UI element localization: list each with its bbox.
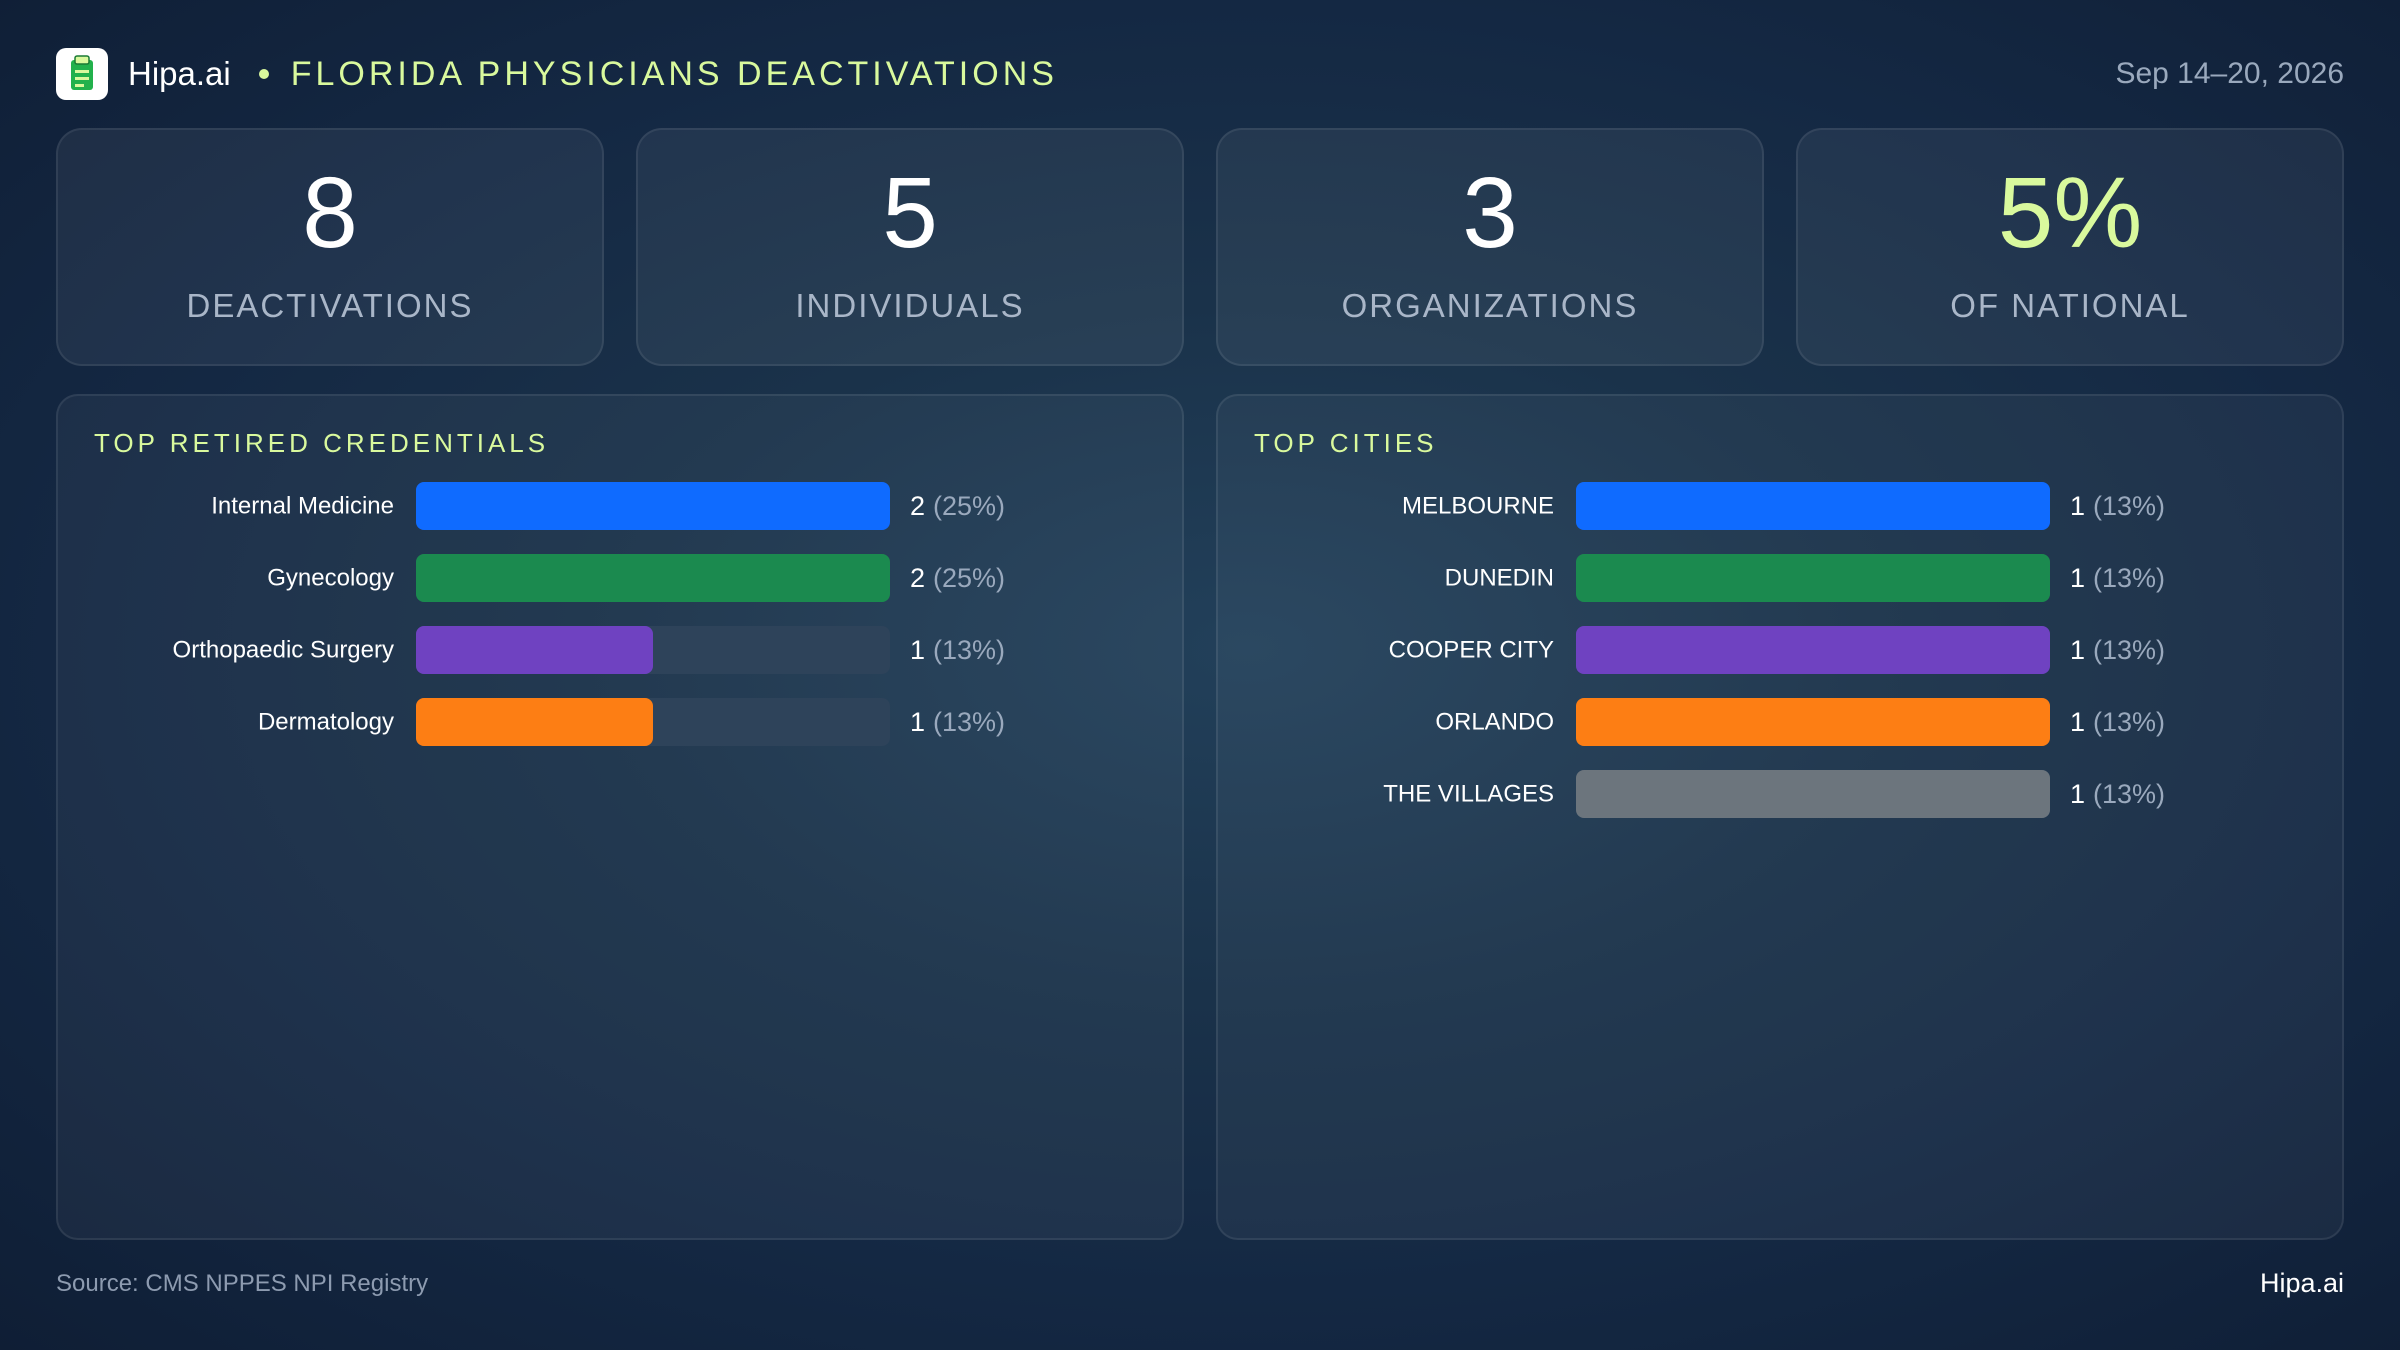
brand-name: Hipa.ai — [128, 55, 231, 92]
value-label: 1 — [2070, 779, 2085, 809]
stat-label: DEACTIVATIONS — [186, 287, 474, 324]
stat-card-deactivations: 8 DEACTIVATIONS — [56, 128, 604, 366]
category-label: Orthopaedic Surgery — [173, 637, 394, 664]
date-range: Sep 14–20, 2026 — [2115, 57, 2344, 90]
cities-bar-chart: MELBOURNE 1 (13%) DUNEDIN 1 (13%) COOPER CITY 1… — [1383, 482, 2165, 818]
category-label: Internal Medicine — [211, 493, 394, 520]
clipboard-icon — [56, 48, 108, 100]
bar — [1576, 554, 2050, 602]
value-label: 1 — [2070, 563, 2085, 593]
stat-label: ORGANIZATIONS — [1341, 287, 1639, 324]
bar — [1576, 698, 2050, 746]
value-label: 2 — [910, 563, 925, 593]
stat-label: INDIVIDUALS — [795, 287, 1025, 324]
bar — [416, 482, 890, 530]
stat-label: OF NATIONAL — [1950, 287, 2190, 324]
chart-title: TOP CITIES — [1254, 428, 1438, 458]
percent-label: (13%) — [933, 635, 1005, 665]
credentials-bar-chart: Internal Medicine 2 (25%) Gynecology 2 (25%) O… — [173, 482, 1005, 746]
percent-label: (13%) — [2093, 635, 2165, 665]
percent-label: (13%) — [2093, 491, 2165, 521]
footer-source: Source: CMS NPPES NPI Registry — [56, 1270, 429, 1297]
stats-row: 8 DEACTIVATIONS 5 INDIVIDUALS 3 ORGANIZA… — [56, 128, 2344, 366]
category-label: MELBOURNE — [1402, 493, 1554, 520]
bar — [1576, 482, 2050, 530]
stat-card-organizations: 3 ORGANIZATIONS — [1216, 128, 1764, 366]
category-label: THE VILLAGES — [1383, 781, 1554, 808]
cities-panel: TOP CITIES MELBOURNE 1 (13%) DUNEDIN 1 (13%) C… — [1216, 394, 2344, 1240]
value-label: 1 — [2070, 707, 2085, 737]
bar — [416, 698, 653, 746]
percent-label: (25%) — [933, 491, 1005, 521]
category-label: DUNEDIN — [1445, 565, 1554, 592]
page-title: FLORIDA PHYSICIANS DEACTIVATIONS — [290, 54, 1058, 93]
bar — [1576, 770, 2050, 818]
chart-title: TOP RETIRED CREDENTIALS — [94, 428, 550, 458]
title-separator-dot — [258, 69, 269, 79]
footer-brand: Hipa.ai — [2259, 1268, 2344, 1298]
percent-label: (13%) — [2093, 563, 2165, 593]
value-label: 2 — [910, 491, 925, 521]
stat-value: 5 — [882, 157, 938, 269]
bar — [416, 554, 890, 602]
value-label: 1 — [910, 635, 925, 665]
stat-value: 5% — [1997, 157, 2143, 269]
category-label: ORLANDO — [1435, 709, 1554, 736]
stat-value: 3 — [1462, 157, 1518, 269]
percent-label: (13%) — [2093, 779, 2165, 809]
bar — [416, 626, 653, 674]
bar — [1576, 626, 2050, 674]
stat-value: 8 — [302, 157, 358, 269]
header: Hipa.ai FLORIDA PHYSICIANS DEACTIVATIONS… — [56, 48, 2344, 100]
percent-label: (25%) — [933, 563, 1005, 593]
percent-label: (13%) — [933, 707, 1005, 737]
stat-card-national-share: 5% OF NATIONAL — [1796, 128, 2344, 366]
value-label: 1 — [910, 707, 925, 737]
category-label: Dermatology — [258, 709, 394, 736]
percent-label: (13%) — [2093, 707, 2165, 737]
value-label: 1 — [2070, 491, 2085, 521]
stat-card-individuals: 5 INDIVIDUALS — [636, 128, 1184, 366]
category-label: Gynecology — [267, 565, 394, 592]
value-label: 1 — [2070, 635, 2085, 665]
category-label: COOPER CITY — [1389, 637, 1554, 664]
credentials-panel: TOP RETIRED CREDENTIALS Internal Medicin… — [56, 394, 1184, 1240]
